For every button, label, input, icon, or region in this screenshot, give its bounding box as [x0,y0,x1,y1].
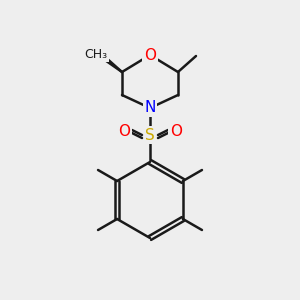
Text: O: O [144,47,156,62]
Text: S: S [145,128,155,142]
Text: O: O [118,124,130,139]
Text: N: N [144,100,156,116]
Text: O: O [170,124,182,139]
Text: CH₃: CH₃ [84,47,108,61]
